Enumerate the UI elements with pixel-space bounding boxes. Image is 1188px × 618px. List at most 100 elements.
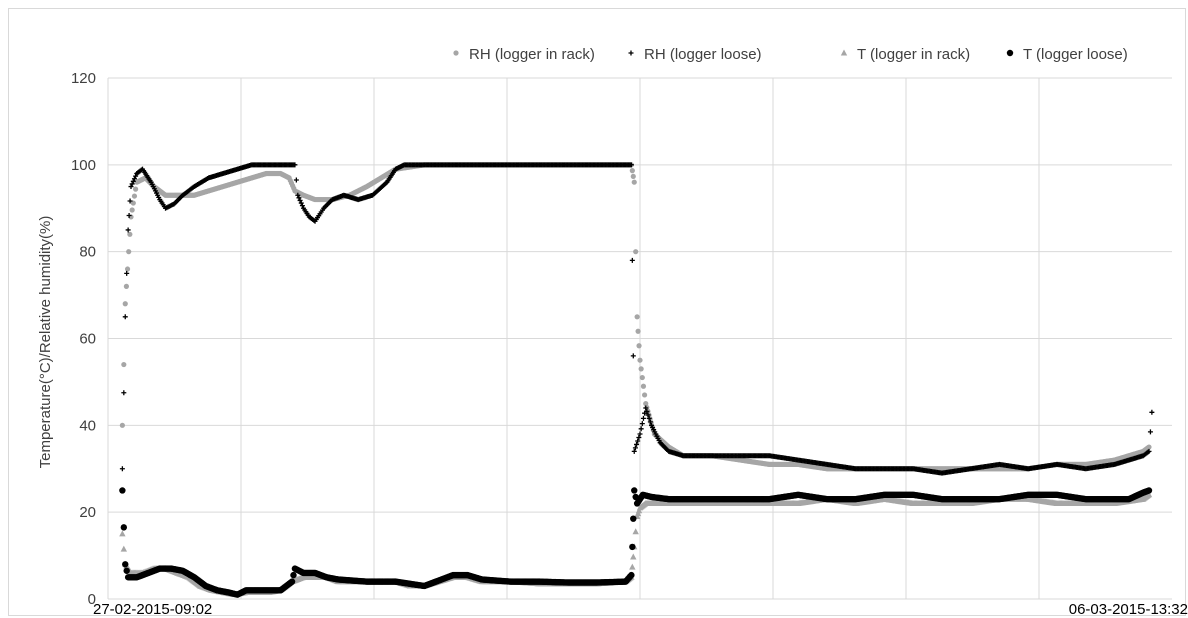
data-point [630,173,636,180]
data-point [639,374,645,381]
data-point [127,231,133,237]
data-point [133,186,139,192]
series-layer [119,162,1155,598]
data-point [630,515,637,522]
data-point [632,528,639,535]
data-point [629,563,636,570]
data-point [640,383,647,389]
y-axis-label: Temperature(°C)/Relative humidity(%) [37,216,54,469]
data-point [123,567,130,574]
data-point [628,162,634,168]
legend-marker [628,50,634,56]
chart-frame [8,8,1186,616]
data-point [634,314,640,320]
data-point [642,392,648,398]
data-point [295,192,301,198]
data-point [130,200,136,206]
data-point [1145,491,1153,498]
data-point [638,426,644,432]
data-point [129,181,135,187]
data-point [634,441,640,447]
y-tick-labels: 0 20 40 60 80 100 120 [71,70,96,608]
y-tick-label: 120 [71,70,96,87]
legend-marker [1006,49,1014,57]
data-point [629,168,635,174]
data-point [124,266,131,272]
series-3 [119,487,1153,598]
data-point [296,195,302,201]
data-point [288,578,296,585]
legend-item: RH (logger loose) [628,46,762,63]
data-point [1146,448,1152,454]
grid-lines [107,77,1172,600]
data-point [120,545,128,552]
legend-label: T (logger in rack) [857,46,970,63]
data-point [633,249,639,255]
data-point [119,487,126,494]
legend-marker [840,49,848,56]
data-point [629,543,636,551]
data-point [298,200,304,206]
data-point [631,448,637,454]
data-point [122,301,128,307]
data-point [127,198,133,204]
data-point [290,571,297,579]
y-tick-label: 100 [71,157,96,174]
data-point [121,390,127,396]
x-start-label: 27-02-2015-09:02 [93,601,212,618]
y-tick-label: 40 [79,417,96,434]
data-point [646,415,652,421]
legend-marker [453,50,459,56]
data-point [293,177,299,183]
data-point [119,530,126,537]
series-1 [119,162,1155,476]
legend-label: T (logger loose) [1023,46,1128,63]
data-point [643,405,649,411]
data-point [1147,429,1153,435]
data-point [128,184,134,190]
data-point [1145,487,1153,494]
data-point [636,434,642,440]
legend-label: RH (logger in rack) [469,46,595,63]
legend-item: T (logger loose) [1006,46,1128,63]
data-point [630,553,637,560]
data-point [126,249,132,255]
data-point [631,179,637,185]
data-point [639,421,645,427]
legend-item: T (logger in rack) [840,46,970,63]
data-point [632,445,638,451]
data-point [638,366,644,372]
data-point [635,328,641,334]
data-point [299,203,305,209]
data-point [121,361,127,368]
legend: RH (logger in rack) RH (logger loose) T (l… [453,46,1128,63]
data-point [635,438,641,444]
data-point [292,162,298,168]
data-point [133,173,139,179]
data-point [131,176,137,182]
data-point [129,207,135,213]
data-point [630,353,636,359]
series-2 [119,491,1153,598]
data-point [1146,444,1152,450]
data-point [120,524,128,531]
data-point [636,343,642,349]
y-tick-label: 80 [79,244,96,261]
y-tick-label: 0 [88,591,96,608]
data-point [644,408,650,414]
data-point [628,571,635,579]
data-point [131,193,138,199]
data-point [122,314,128,320]
data-point [126,212,132,218]
legend-label: RH (logger loose) [644,46,762,63]
data-point [122,561,129,568]
data-point [125,227,131,233]
data-point [640,415,646,421]
x-end-label: 06-03-2015-13:32 [1069,601,1188,618]
data-point [645,412,651,418]
data-point [637,431,643,437]
data-point [637,357,643,363]
data-point [119,466,125,472]
y-tick-label: 20 [79,504,96,521]
